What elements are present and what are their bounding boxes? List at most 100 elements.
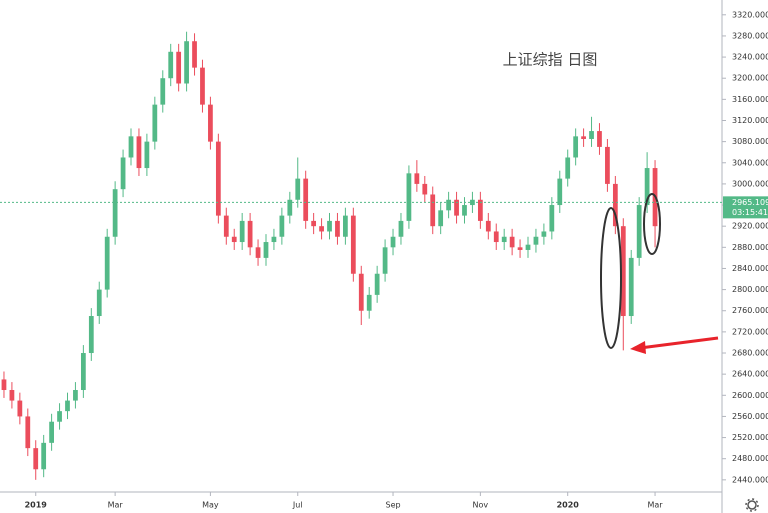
candle-body xyxy=(454,199,459,216)
candle-body xyxy=(239,220,245,243)
chart-title: 上证综指 日图 xyxy=(503,51,598,69)
candle-body xyxy=(597,131,602,147)
y-tick-label: 2640.000 xyxy=(732,370,768,379)
last-price-label: 2965.109 xyxy=(732,198,768,207)
x-tick-label: Sep xyxy=(385,501,400,510)
candle-body xyxy=(176,51,182,84)
y-tick-label: 3240.000 xyxy=(732,53,768,62)
candle-body xyxy=(152,104,158,142)
x-tick-label: May xyxy=(202,501,219,510)
y-tick-label: 3160.000 xyxy=(732,95,768,104)
candle-body xyxy=(271,236,277,243)
candle-body xyxy=(390,236,396,248)
candle-body xyxy=(382,247,388,274)
x-tick-label: Nov xyxy=(473,501,489,510)
candle-body xyxy=(565,157,571,179)
candle-body xyxy=(208,104,213,142)
x-tick-label: Jul xyxy=(292,501,303,510)
settings-icon[interactable] xyxy=(745,498,759,512)
x-tick-label: Mar xyxy=(108,501,124,510)
candle-body xyxy=(1,379,7,391)
y-tick-label: 2840.000 xyxy=(732,264,768,273)
candle-body xyxy=(311,220,317,227)
annotation-arrow xyxy=(639,336,719,350)
candle-body xyxy=(96,289,102,317)
candle-body xyxy=(80,353,86,391)
candle-body xyxy=(644,168,650,206)
candle-body xyxy=(128,136,134,158)
candle-body xyxy=(517,247,523,250)
candle-body xyxy=(231,236,237,243)
candle-body xyxy=(557,178,563,206)
y-tick-label: 2920.000 xyxy=(732,222,768,231)
candle-body xyxy=(620,226,626,317)
annotation-ellipse xyxy=(643,193,661,255)
candle-body xyxy=(200,67,205,105)
candle-body xyxy=(9,390,15,401)
y-tick-label: 2480.000 xyxy=(732,454,768,463)
candle-body xyxy=(295,178,301,200)
candle-body xyxy=(136,136,142,169)
candle-body xyxy=(485,220,491,232)
candle-body xyxy=(406,173,412,221)
candle-body xyxy=(287,199,293,216)
candle-body xyxy=(25,416,31,449)
candle-body xyxy=(414,173,420,184)
candle-body xyxy=(533,236,539,245)
candle-body xyxy=(160,78,166,105)
candle-body xyxy=(509,236,515,248)
candle-body xyxy=(430,194,436,227)
candle-body xyxy=(493,231,499,243)
candle-body xyxy=(104,236,110,290)
candle-body xyxy=(343,215,348,237)
y-tick-label: 2800.000 xyxy=(732,285,768,294)
candle-body xyxy=(525,244,531,250)
y-tick-label: 3040.000 xyxy=(732,158,768,167)
candles xyxy=(1,31,658,480)
candle-body xyxy=(255,247,261,258)
annotation-ellipse xyxy=(600,207,622,349)
y-tick-label: 3200.000 xyxy=(732,74,768,83)
y-tick-label: 2560.000 xyxy=(732,412,768,421)
last-price-box xyxy=(723,196,768,219)
candle-body xyxy=(636,205,642,258)
candle-body xyxy=(168,51,174,79)
candle-body xyxy=(589,131,594,139)
y-tick-label: 2440.000 xyxy=(732,475,768,484)
candle-body xyxy=(422,183,428,195)
candle-body xyxy=(184,41,189,84)
candle-body xyxy=(192,41,197,68)
y-tick-label: 3280.000 xyxy=(732,31,768,40)
candle-body xyxy=(144,141,150,169)
candle-body xyxy=(327,220,332,232)
candle-body xyxy=(223,215,229,237)
candle-body xyxy=(335,220,340,237)
y-tick-label: 3320.000 xyxy=(732,10,768,19)
candle-body xyxy=(549,205,555,232)
candle-body xyxy=(612,183,618,227)
y-tick-label: 2600.000 xyxy=(732,391,768,400)
x-tick-label: 2019 xyxy=(25,501,48,510)
candle-body xyxy=(374,273,380,295)
x-tick-label: 2020 xyxy=(557,501,580,510)
candle-body xyxy=(73,390,78,401)
y-tick-label: 3000.000 xyxy=(732,179,768,188)
candle-body xyxy=(438,210,444,227)
candle-body xyxy=(501,236,507,243)
candle-body xyxy=(398,220,404,237)
y-tick-label: 2720.000 xyxy=(732,327,768,336)
candle-body xyxy=(279,215,285,237)
candle-body xyxy=(120,157,126,190)
annotation-arrowhead xyxy=(630,341,646,354)
candle-body xyxy=(462,205,467,216)
candle-body xyxy=(366,294,372,311)
candle-body xyxy=(446,199,451,211)
candle-body xyxy=(112,189,118,237)
candle-body xyxy=(33,448,39,470)
candle-body xyxy=(263,242,269,258)
candle-body xyxy=(247,220,253,248)
candle-body xyxy=(303,178,309,221)
candle-body xyxy=(215,141,221,216)
candle-body xyxy=(628,257,634,317)
